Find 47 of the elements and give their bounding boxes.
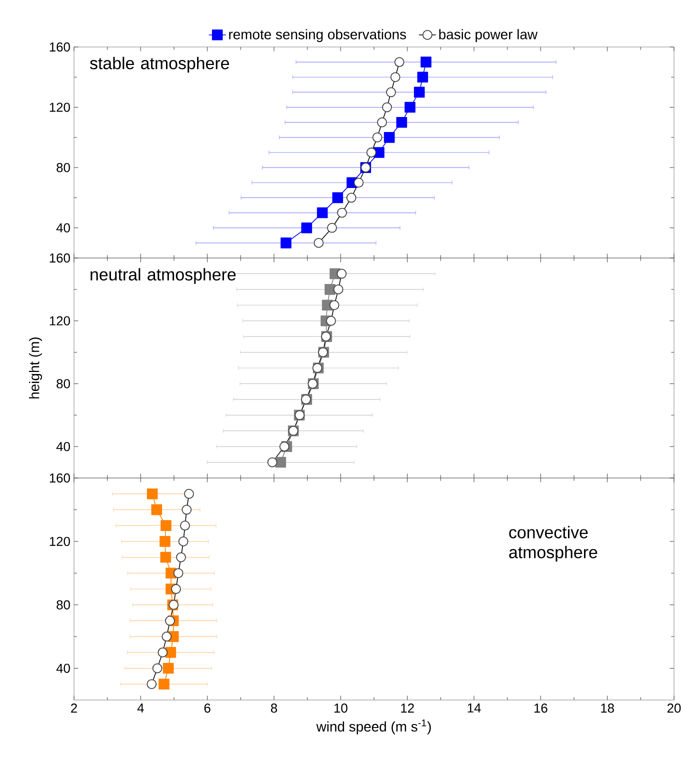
annotation: convective atmosphere <box>509 526 598 562</box>
y-tick-label: 80 <box>56 379 70 388</box>
point <box>160 520 172 531</box>
y-tick-label: 80 <box>56 600 70 610</box>
point <box>404 102 416 113</box>
x-tick-label: 12 <box>401 704 414 713</box>
x-tick-label: 8 <box>270 704 278 713</box>
y-tick-label: 160 <box>50 42 70 52</box>
point <box>162 662 174 674</box>
x-tick-label: 4 <box>137 704 144 712</box>
y-tick-label: 40 <box>56 664 70 673</box>
legend-label: basic power law <box>439 29 538 42</box>
x-tick-label: 18 <box>601 704 614 713</box>
point <box>151 504 162 516</box>
y-tick-label: 120 <box>50 316 70 326</box>
x-tick-label: 6 <box>204 704 210 713</box>
point <box>396 116 408 128</box>
x-tick-label: 10 <box>334 704 348 713</box>
y-tick-label: 160 <box>50 253 70 263</box>
y-axis-title: height (m) <box>29 337 42 398</box>
point <box>384 132 395 143</box>
y-tick-label: 120 <box>50 536 70 546</box>
point <box>332 192 344 204</box>
x-tick-label: 14 <box>468 704 481 712</box>
annotation: stable atmosphere <box>90 56 230 73</box>
y-tick-label: 160 <box>50 473 70 483</box>
y-tick-label: 80 <box>56 162 70 172</box>
y-tick-label: 40 <box>56 223 70 232</box>
point <box>324 284 336 295</box>
point <box>158 678 170 690</box>
x-tick-label: 16 <box>534 704 548 713</box>
point <box>160 536 170 547</box>
point <box>146 488 158 500</box>
annotation: neutral atmosphere <box>90 268 236 284</box>
x-tick-label: 2 <box>71 704 77 713</box>
point <box>280 238 292 248</box>
x-tick-label: 20 <box>667 704 681 713</box>
y-tick-label: 120 <box>50 102 70 112</box>
point <box>414 86 425 98</box>
legend-label: remote sensing observations <box>229 29 406 42</box>
point <box>420 56 432 68</box>
point <box>316 207 328 218</box>
point <box>160 552 172 563</box>
y-tick-label: 40 <box>56 442 70 452</box>
x-axis-title: wind speed (m s$^{-1}$) <box>316 720 431 734</box>
point <box>417 72 428 83</box>
point <box>301 222 312 234</box>
